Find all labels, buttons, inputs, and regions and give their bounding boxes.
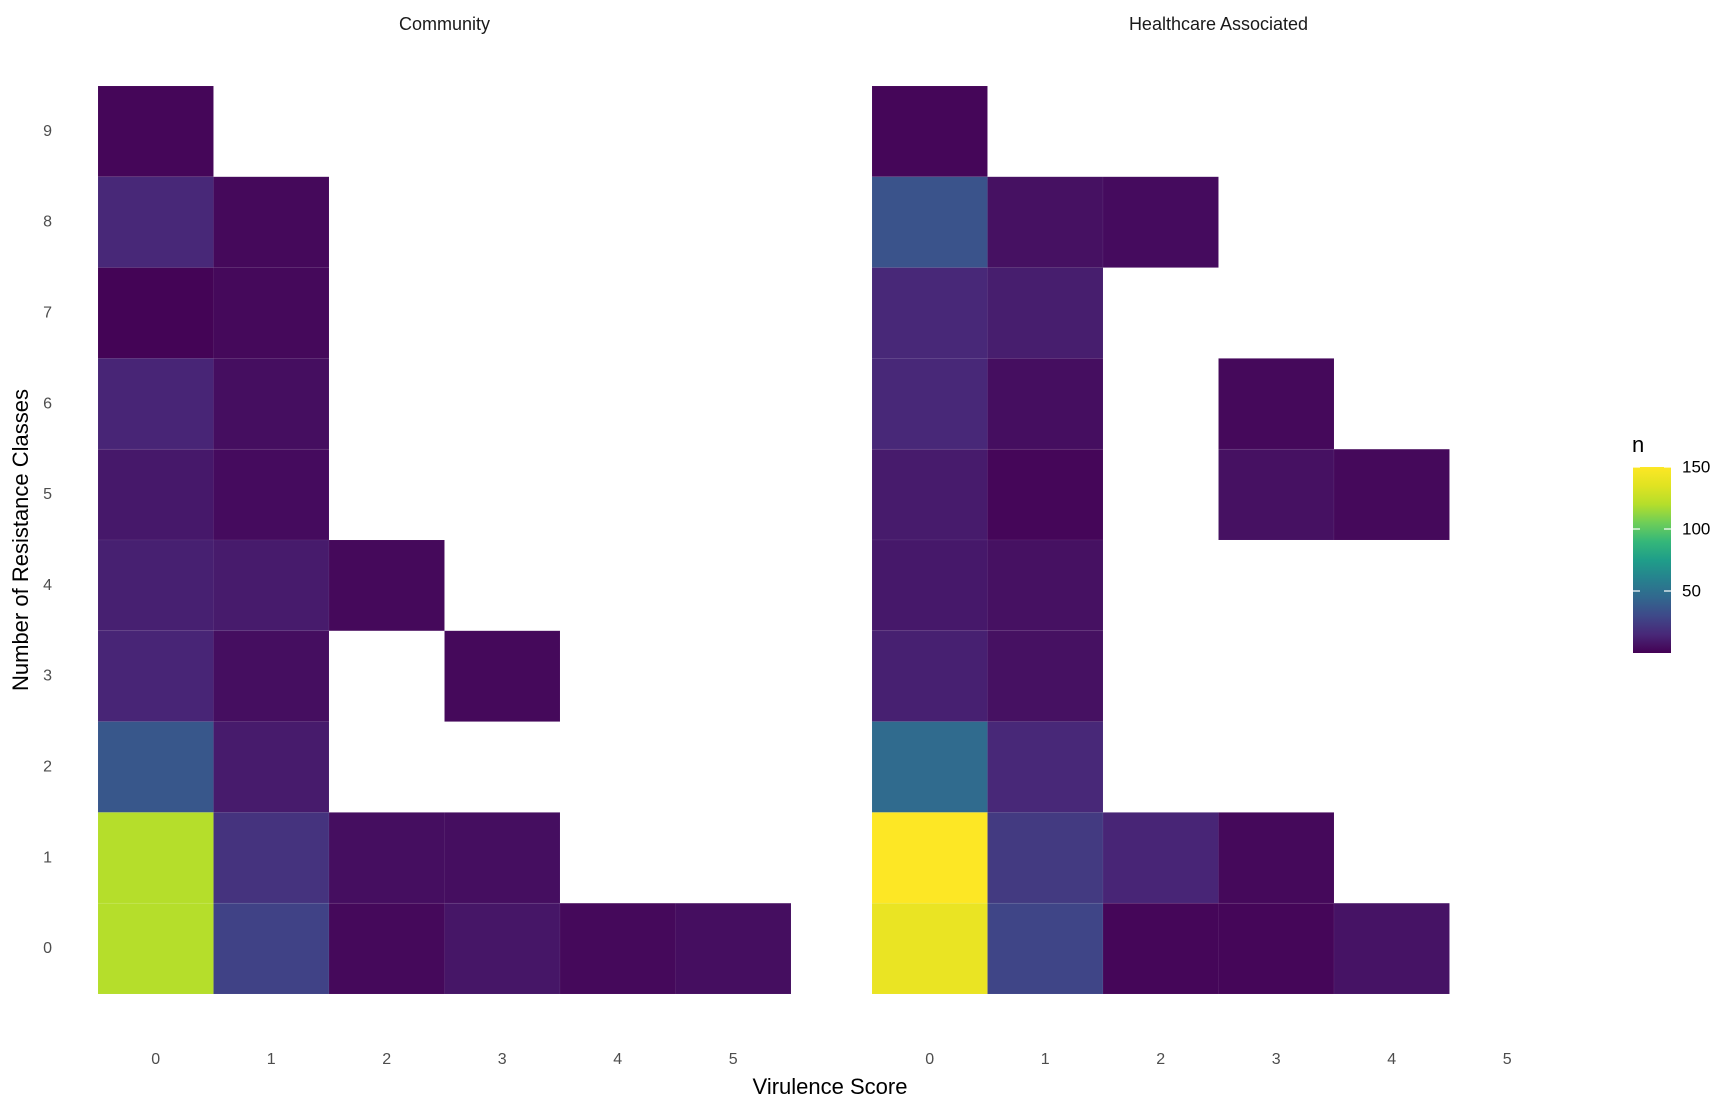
heatmap-cell [987,448,1104,541]
legend-tick-label: 100 [1682,520,1710,539]
heatmap-cell [987,539,1104,632]
heatmap-cell [871,176,988,268]
x-tick-label: 2 [1156,1051,1165,1068]
heatmap-cell [1102,902,1219,995]
heatmap-cell [871,902,988,995]
legend-title: n [1632,432,1644,457]
heatmap-cell [97,630,214,722]
heatmap-cell [97,812,214,904]
heatmap-cell [97,448,214,541]
y-tick-label: 0 [43,940,52,957]
heatmap-cell [871,812,988,904]
legend-tick-label: 150 [1682,458,1710,477]
heatmap-cell [97,539,214,632]
y-tick-label: 1 [43,849,52,866]
heatmap-cell [328,539,445,632]
heatmap-cell [871,267,988,359]
heatmap-cell [871,85,988,178]
heatmap-cell [97,85,214,178]
heatmap-cell [987,358,1104,450]
y-tick-label: 7 [43,305,52,322]
y-tick-label: 2 [43,759,52,776]
heatmap-cell [213,630,330,722]
x-axis-title: Virulence Score [753,1074,908,1098]
x-tick-label: 1 [1041,1051,1050,1068]
color-legend: n 50 100 150 [1632,432,1710,653]
heatmap-cell [987,267,1104,359]
y-tick-label: 6 [43,395,52,412]
heatmap-cell [559,902,676,995]
x-tick-label: 5 [729,1051,738,1068]
heatmap-cell [987,630,1104,722]
x-tick-label: 2 [382,1051,391,1068]
heatmap-cell [328,812,445,904]
heatmap-cell [871,721,988,813]
heatmap-cell [1333,902,1450,995]
heatmap-cell [444,630,561,722]
heatmap-cell [213,812,330,904]
heatmap-cell [1218,812,1335,904]
heatmap-cell [213,902,330,995]
heatmap-cell [1102,812,1219,904]
heatmap-cell [213,539,330,632]
heatmap-cell [1102,176,1219,268]
x-tick-label: 0 [151,1051,160,1068]
y-axis-title: Number of Resistance Classes [8,389,33,691]
facet-panels: Community 0 1 2 3 4 5 0 1 2 3 4 5 6 7 8 9 Healthcare Asso… [43,14,1512,1068]
heatmap-cell [444,812,561,904]
y-tick-label: 5 [43,486,52,503]
heatmap-cell [1218,358,1335,450]
heatmap-cell [1218,448,1335,541]
x-tick-label: 0 [925,1051,934,1068]
facet-title: Community [399,14,490,34]
legend-colorbar [1633,467,1671,653]
heatmap-cell [213,358,330,450]
heatmap-cell [987,902,1104,995]
y-tick-label: 9 [43,123,52,140]
x-tick-label: 1 [267,1051,276,1068]
x-tick-label: 4 [613,1051,622,1068]
heatmap-cell [213,721,330,813]
x-tick-label: 3 [1272,1051,1281,1068]
heatmap-cell [97,358,214,450]
heatmap-cell [97,176,214,268]
y-tick-label: 4 [43,577,52,594]
heatmap-cell [987,721,1104,813]
heatmap-cell [97,902,214,995]
facet-panel-1: Healthcare Associated 0 1 2 3 4 5 [871,14,1512,1068]
heatmap-cell [328,902,445,995]
x-tick-label: 3 [498,1051,507,1068]
heatmap-cell [871,448,988,541]
heatmap-cell [444,902,561,995]
heatmap-cell [213,267,330,359]
heatmap-cell [871,539,988,632]
heatmap-cell [97,721,214,813]
heatmap-cell [675,902,792,995]
heatmap-cell [987,176,1104,268]
heatmap-cell [97,267,214,359]
heatmap-cell [1218,902,1335,995]
heatmap-cell [213,448,330,541]
legend-tick-label: 50 [1682,582,1701,601]
heatmap-cell [1333,448,1450,541]
y-tick-label: 3 [43,668,52,685]
x-tick-label: 4 [1387,1051,1396,1068]
heatmap-cell [871,358,988,450]
facet-title: Healthcare Associated [1129,14,1308,34]
heatmap-cell [871,630,988,722]
facet-panel-0: Community 0 1 2 3 4 5 0 1 2 3 4 5 6 7 8 9 [43,14,792,1068]
y-tick-label: 8 [43,214,52,231]
heatmap-cell [987,812,1104,904]
x-tick-label: 5 [1503,1051,1512,1068]
heatmap-cell [213,176,330,268]
